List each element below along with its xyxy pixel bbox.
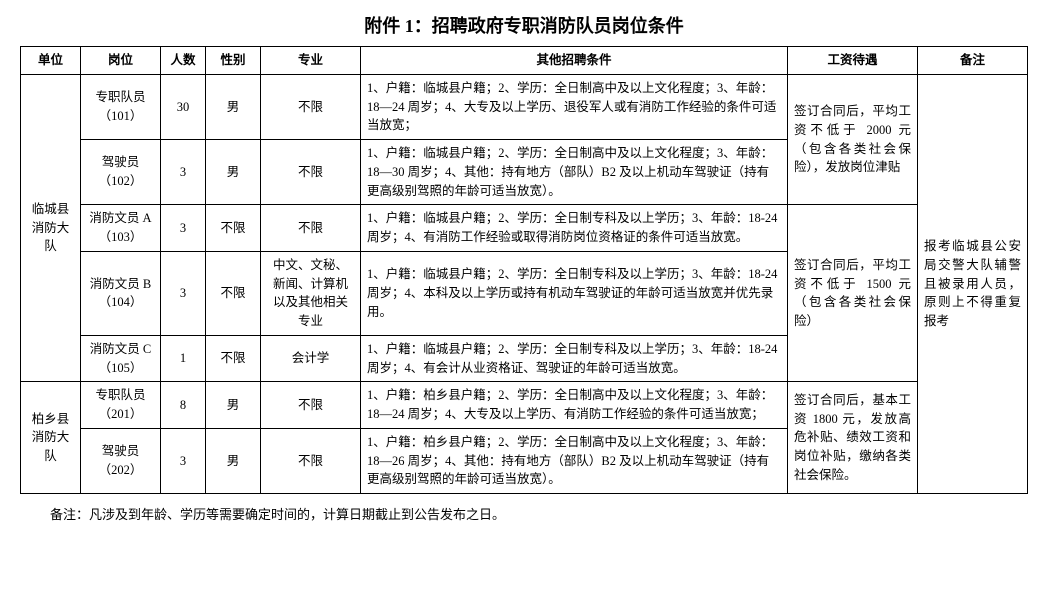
cell-gender: 男 xyxy=(206,382,261,429)
cell-unit2: 柏乡县消防大队 xyxy=(21,382,81,494)
cell-major: 不限 xyxy=(261,428,361,493)
cell-salary3: 签订合同后，基本工资 1800 元，发放高危补贴、绩效工资和岗位补贴，缴纳各类社… xyxy=(788,382,918,494)
cell-cond: 1、户籍：临城县户籍；2、学历：全日制专科及以上学历；3、年龄：18-24 周岁… xyxy=(361,335,788,382)
cell-num: 3 xyxy=(161,205,206,252)
cell-major: 会计学 xyxy=(261,335,361,382)
th-major: 专业 xyxy=(261,47,361,75)
cell-major: 不限 xyxy=(261,140,361,205)
cell-major: 不限 xyxy=(261,205,361,252)
cell-gender: 男 xyxy=(206,74,261,139)
cell-num: 1 xyxy=(161,335,206,382)
cell-num: 3 xyxy=(161,428,206,493)
th-num: 人数 xyxy=(161,47,206,75)
th-unit: 单位 xyxy=(21,47,81,75)
th-gender: 性别 xyxy=(206,47,261,75)
cell-post: 消防文员 A（103） xyxy=(81,205,161,252)
th-salary: 工资待遇 xyxy=(788,47,918,75)
table-header-row: 单位 岗位 人数 性别 专业 其他招聘条件 工资待遇 备注 xyxy=(21,47,1028,75)
cell-unit1: 临城县消防大队 xyxy=(21,74,81,382)
cell-post: 专职队员（201） xyxy=(81,382,161,429)
page-title: 附件 1：招聘政府专职消防队员岗位条件 xyxy=(20,12,1028,38)
footnote: 备注：凡涉及到年龄、学历等需要确定时间的，计算日期截止到公告发布之日。 xyxy=(20,504,1028,523)
cell-cond: 1、户籍：柏乡县户籍；2、学历：全日制高中及以上文化程度；3、年龄：18—26 … xyxy=(361,428,788,493)
cell-cond: 1、户籍：柏乡县户籍；2、学历：全日制高中及以上文化程度；3、年龄：18—24 … xyxy=(361,382,788,429)
cell-salary2: 签订合同后，平均工资不低于 1500 元（包含各类社会保险） xyxy=(788,205,918,382)
cell-cond: 1、户籍：临城县户籍；2、学历：全日制专科及以上学历；3、年龄：18-24 周岁… xyxy=(361,251,788,335)
th-cond: 其他招聘条件 xyxy=(361,47,788,75)
cell-post: 专职队员（101） xyxy=(81,74,161,139)
table-row: 柏乡县消防大队 专职队员（201） 8 男 不限 1、户籍：柏乡县户籍；2、学历… xyxy=(21,382,1028,429)
cell-note: 报考临城县公安局交警大队辅警且被录用人员，原则上不得重复报考 xyxy=(918,74,1028,493)
cell-gender: 男 xyxy=(206,428,261,493)
cell-post: 驾驶员（102） xyxy=(81,140,161,205)
th-note: 备注 xyxy=(918,47,1028,75)
cell-major: 不限 xyxy=(261,74,361,139)
cell-num: 3 xyxy=(161,140,206,205)
cell-gender: 不限 xyxy=(206,205,261,252)
cell-cond: 1、户籍：临城县户籍；2、学历：全日制高中及以上文化程度；3、年龄：18—24 … xyxy=(361,74,788,139)
cell-post: 驾驶员（202） xyxy=(81,428,161,493)
cell-major: 中文、文秘、新闻、计算机以及其他相关专业 xyxy=(261,251,361,335)
cell-num: 8 xyxy=(161,382,206,429)
cell-num: 30 xyxy=(161,74,206,139)
table-row: 消防文员 A（103） 3 不限 不限 1、户籍：临城县户籍；2、学历：全日制专… xyxy=(21,205,1028,252)
cell-post: 消防文员 B（104） xyxy=(81,251,161,335)
cell-gender: 不限 xyxy=(206,251,261,335)
cell-gender: 不限 xyxy=(206,335,261,382)
table-row: 临城县消防大队 专职队员（101） 30 男 不限 1、户籍：临城县户籍；2、学… xyxy=(21,74,1028,139)
cell-num: 3 xyxy=(161,251,206,335)
cell-gender: 男 xyxy=(206,140,261,205)
recruitment-table: 单位 岗位 人数 性别 专业 其他招聘条件 工资待遇 备注 临城县消防大队 专职… xyxy=(20,46,1028,494)
th-post: 岗位 xyxy=(81,47,161,75)
cell-post: 消防文员 C（105） xyxy=(81,335,161,382)
cell-cond: 1、户籍：临城县户籍；2、学历：全日制高中及以上文化程度；3、年龄：18—30 … xyxy=(361,140,788,205)
cell-cond: 1、户籍：临城县户籍；2、学历：全日制专科及以上学历；3、年龄：18-24 周岁… xyxy=(361,205,788,252)
cell-salary1: 签订合同后，平均工资不低于 2000 元（包含各类社会保险），发放岗位津贴 xyxy=(788,74,918,205)
cell-major: 不限 xyxy=(261,382,361,429)
